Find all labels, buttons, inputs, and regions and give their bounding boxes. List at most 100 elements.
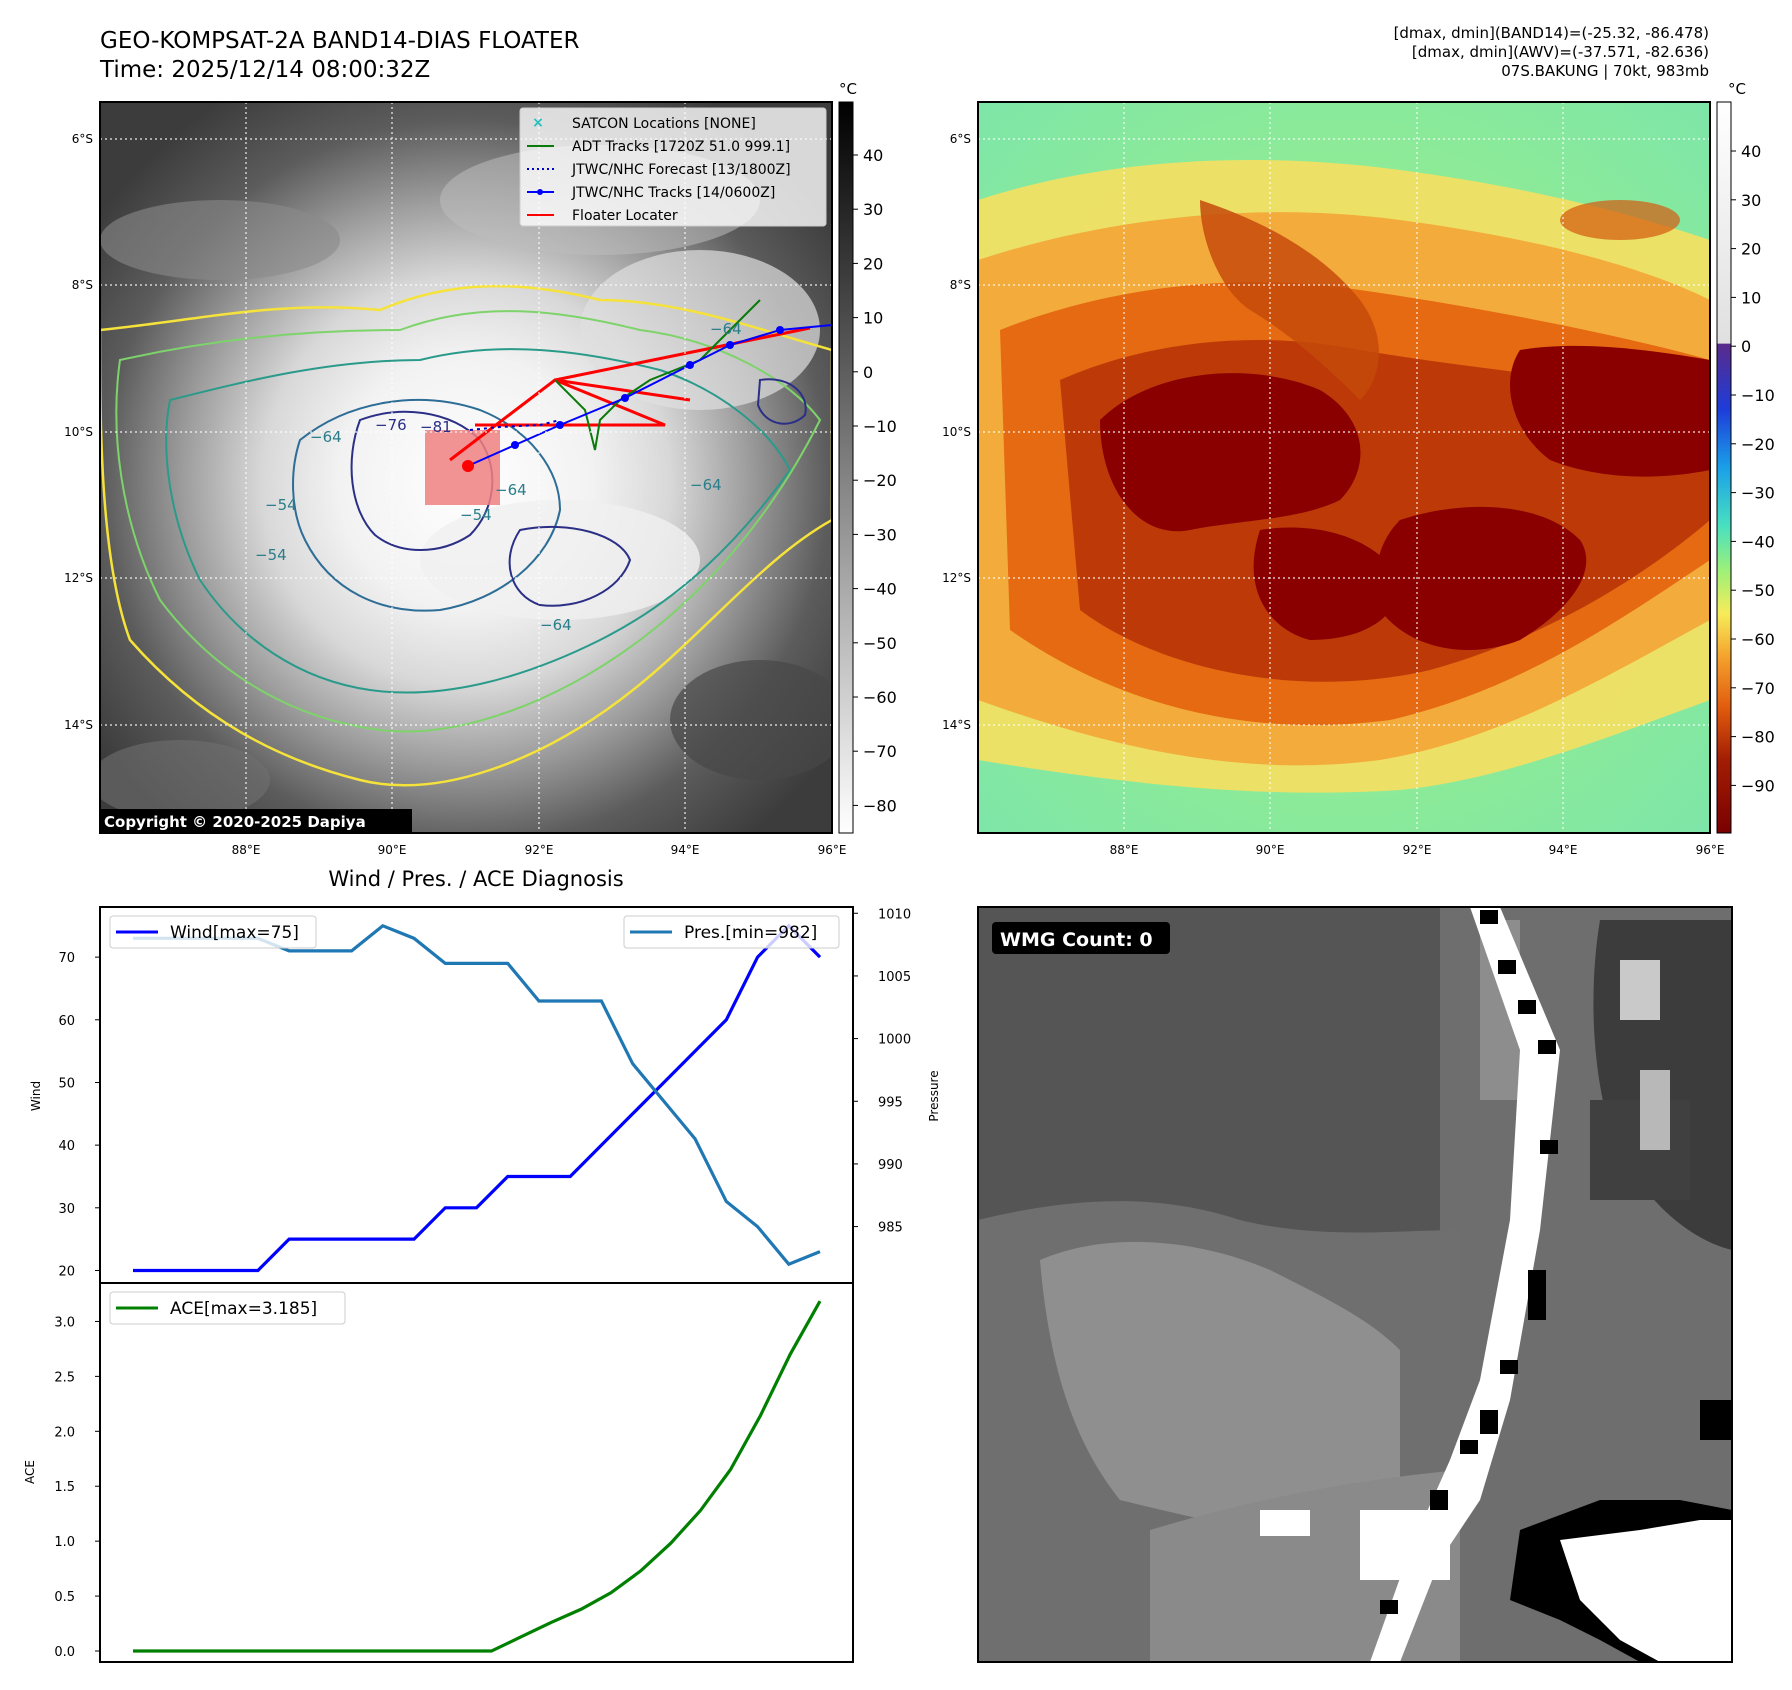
colorbar-tick-label: −10 [863, 417, 897, 436]
colorbar-tick-label: 10 [863, 309, 883, 328]
colorbar-tick-label: −80 [1741, 728, 1775, 747]
ace-ytick-label: 1.5 [54, 1480, 75, 1495]
awv-info: [dmax, dmin](BAND14)=(-25.32, -86.478) [… [1394, 24, 1709, 81]
ace-legend: ACE[max=3.185] [109, 1291, 346, 1325]
ace-ytick-label: 0.5 [54, 1590, 75, 1605]
ir-title-line2: Time: 2025/12/14 08:00:32Z [100, 57, 431, 83]
wind-ytick-label: 40 [58, 1139, 75, 1154]
lat-label: 8°S [72, 278, 93, 292]
info-line3: 07S.BAKUNG | 70kt, 983mb [1501, 62, 1709, 80]
colorbar-tick-label: −80 [863, 796, 897, 815]
colorbar-tick-label: 40 [863, 146, 883, 165]
legend-floater: Floater Locater [572, 208, 678, 224]
wind-pressure-plot [99, 906, 854, 1286]
wind-legend: Wind[max=75] [109, 915, 317, 949]
wind-ytick-label: 60 [58, 1014, 75, 1029]
colorbar-tick-label: 0 [1741, 337, 1751, 356]
ace-ytick-label: 1.0 [54, 1535, 75, 1550]
colorbar-tick-label: −40 [863, 580, 897, 599]
lat-label: 10°S [942, 425, 971, 439]
lon-label: 94°E [671, 843, 700, 857]
legend-satcon: SATCON Locations [NONE] [572, 116, 756, 132]
lon-label: 92°E [525, 843, 554, 857]
legend-adt: ADT Tracks [1720Z 51.0 999.1] [572, 139, 790, 155]
contour-label: −76 [375, 416, 407, 434]
colorbar-tick-label: 10 [1741, 288, 1761, 307]
contour-label: −64 [690, 476, 722, 494]
contour-label: −54 [265, 496, 297, 514]
colorbar-tick-label: −90 [1741, 776, 1775, 795]
pressure-ylabel: Pressure [927, 1070, 941, 1121]
wind-series-line [133, 923, 822, 1273]
info-line2: [dmax, dmin](AWV)=(-37.571, -82.636) [1411, 43, 1709, 61]
contour-label: −54 [460, 506, 492, 524]
pressure-ytick-label: 985 [878, 1221, 903, 1236]
lon-label: 88°E [1110, 843, 1139, 857]
ace-ytick-label: 3.0 [54, 1315, 75, 1330]
contour-label: −64 [540, 616, 572, 634]
ir-title: GEO-KOMPSAT-2A BAND14-DIAS FLOATER Time:… [100, 27, 580, 85]
ace-ytick-label: 2.5 [54, 1370, 75, 1385]
contour-label: −54 [255, 546, 287, 564]
ir-legend: × SATCON Locations [NONE] ADT Tracks [17… [519, 107, 827, 227]
pressure-ytick-label: 1010 [878, 907, 911, 922]
ace-ylabel: ACE [23, 1460, 37, 1484]
ace-ytick-label: 0.0 [54, 1645, 75, 1660]
colorbar-tick-label: −30 [1741, 484, 1775, 503]
colorbar-tick-label: −50 [863, 634, 897, 653]
colorbar-tick-label: 30 [1741, 191, 1761, 210]
lon-label: 96°E [1696, 843, 1725, 857]
lat-label: 8°S [950, 278, 971, 292]
awv-colorbar [1716, 101, 1732, 834]
lat-label: 12°S [942, 571, 971, 585]
colorbar-tick-label: −70 [863, 742, 897, 761]
pressure-legend: Pres.[min=982] [623, 915, 840, 949]
awv-map-panel: 6°S 8°S 10°S 12°S 14°S 88°E 90°E 92°E 94… [942, 80, 1775, 857]
awv-colorbar-unit: °C [1728, 80, 1746, 98]
lat-label: 6°S [72, 132, 93, 146]
colorbar-tick-label: −20 [863, 471, 897, 490]
colorbar-tick-label: −70 [1741, 679, 1775, 698]
colorbar-tick-label: −20 [1741, 435, 1775, 454]
pressure-ytick-label: 1000 [878, 1033, 911, 1048]
ace-legend-label: ACE[max=3.185] [170, 1299, 317, 1319]
lon-label: 90°E [1256, 843, 1285, 857]
ace-ytick-label: 2.0 [54, 1425, 75, 1440]
info-line1: [dmax, dmin](BAND14)=(-25.32, -86.478) [1393, 24, 1709, 42]
ace-series-line [133, 1300, 822, 1653]
colorbar-tick-label: 20 [863, 254, 883, 273]
wmg-panel: WMG Count: 0 [977, 906, 1733, 1663]
ir-title-line1: GEO-KOMPSAT-2A BAND14-DIAS FLOATER [100, 28, 580, 54]
pressure-legend-label: Pres.[min=982] [684, 923, 817, 943]
colorbar-tick-label: −50 [1741, 581, 1775, 600]
lon-label: 92°E [1403, 843, 1432, 857]
svg-text:×: × [532, 115, 544, 131]
wind-ytick-label: 70 [58, 951, 75, 966]
lat-label: 10°S [64, 425, 93, 439]
chart-title: Wind / Pres. / ACE Diagnosis [328, 867, 623, 891]
colorbar-tick-label: 30 [863, 200, 883, 219]
contour-label: −64 [710, 320, 742, 338]
wind-ytick-label: 50 [58, 1076, 75, 1091]
ir-colorbar-unit: °C [839, 80, 857, 98]
colorbar-tick-label: −40 [1741, 532, 1775, 551]
contour-label: −81 [420, 418, 452, 436]
ir-map-panel: −64 −76 −81 −64 −54 −54 −64 −64 −64 −54 … [64, 80, 897, 857]
lat-label: 14°S [64, 718, 93, 732]
lat-label: 12°S [64, 571, 93, 585]
colorbar-tick-label: −60 [863, 688, 897, 707]
lat-label: 6°S [950, 132, 971, 146]
ir-colorbar [838, 101, 854, 834]
lon-label: 88°E [232, 843, 261, 857]
colorbar-tick-label: −60 [1741, 630, 1775, 649]
legend-jtwc-forecast: JTWC/NHC Forecast [13/1800Z] [571, 162, 791, 178]
wind-ytick-label: 20 [58, 1264, 75, 1279]
colorbar-tick-label: −30 [863, 525, 897, 544]
colorbar-tick-label: 0 [863, 363, 873, 382]
lon-label: 90°E [378, 843, 407, 857]
copyright-label: Copyright © 2020-2025 Dapiya [104, 813, 366, 831]
lat-label: 14°S [942, 718, 971, 732]
wind-legend-label: Wind[max=75] [170, 923, 299, 943]
lon-label: 96°E [818, 843, 847, 857]
ace-plot [99, 1282, 854, 1663]
